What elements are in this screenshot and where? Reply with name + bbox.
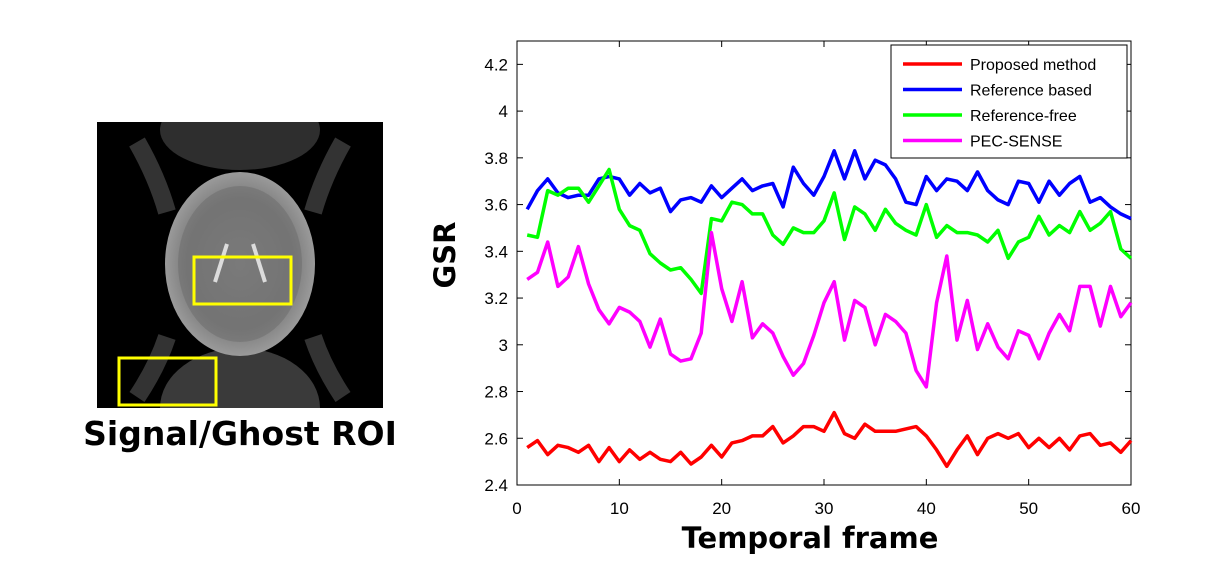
legend-label: Reference-free	[970, 108, 1077, 125]
y-tick-label: 2.6	[484, 429, 508, 448]
x-tick-label: 30	[815, 499, 834, 518]
y-tick-label: 4.2	[484, 55, 508, 74]
y-tick-label: 2.8	[484, 383, 508, 402]
x-tick-label: 20	[712, 499, 731, 518]
series-layer	[525, 149, 1133, 469]
y-tick-label: 3.4	[484, 242, 508, 261]
y-tick-label: 3.8	[484, 149, 508, 168]
x-tick-label: 40	[917, 499, 936, 518]
ghost-roi-box	[117, 356, 218, 407]
legend-label: Reference based	[970, 83, 1092, 100]
x-tick-label: 50	[1019, 499, 1038, 518]
series-line-pec-sense	[526, 230, 1133, 389]
y-tick-label: 3.6	[484, 196, 508, 215]
y-axis: 2.4 2.6 2.8 3 3.2 3.4 3.6 3.8 4 4.2	[484, 55, 1131, 495]
x-tick-label: 60	[1122, 499, 1141, 518]
x-tick-label: 10	[610, 499, 629, 518]
x-axis: 0 10 20 30 40 50 60	[512, 41, 1140, 518]
signal-roi-box	[192, 255, 293, 306]
y-tick-label: 4	[499, 102, 508, 121]
roi-caption: Signal/Ghost ROI	[83, 414, 397, 453]
x-tick-label: 0	[512, 499, 521, 518]
series-line-reference-free	[526, 167, 1133, 296]
y-axis-label: GSR	[428, 221, 462, 288]
y-tick-label: 3	[499, 336, 508, 355]
legend-label: Proposed method	[970, 57, 1096, 74]
series-line-proposed-method	[526, 410, 1133, 469]
series-line-reference-based	[525, 149, 1132, 221]
legend: Proposed method Reference based Reference-…	[890, 44, 1128, 159]
x-axis-label: Temporal frame	[682, 521, 939, 555]
y-tick-label: 2.4	[484, 476, 508, 495]
mri-roi-image	[97, 122, 383, 408]
legend-label: PEC-SENSE	[970, 134, 1062, 151]
y-tick-label: 3.2	[484, 289, 508, 308]
